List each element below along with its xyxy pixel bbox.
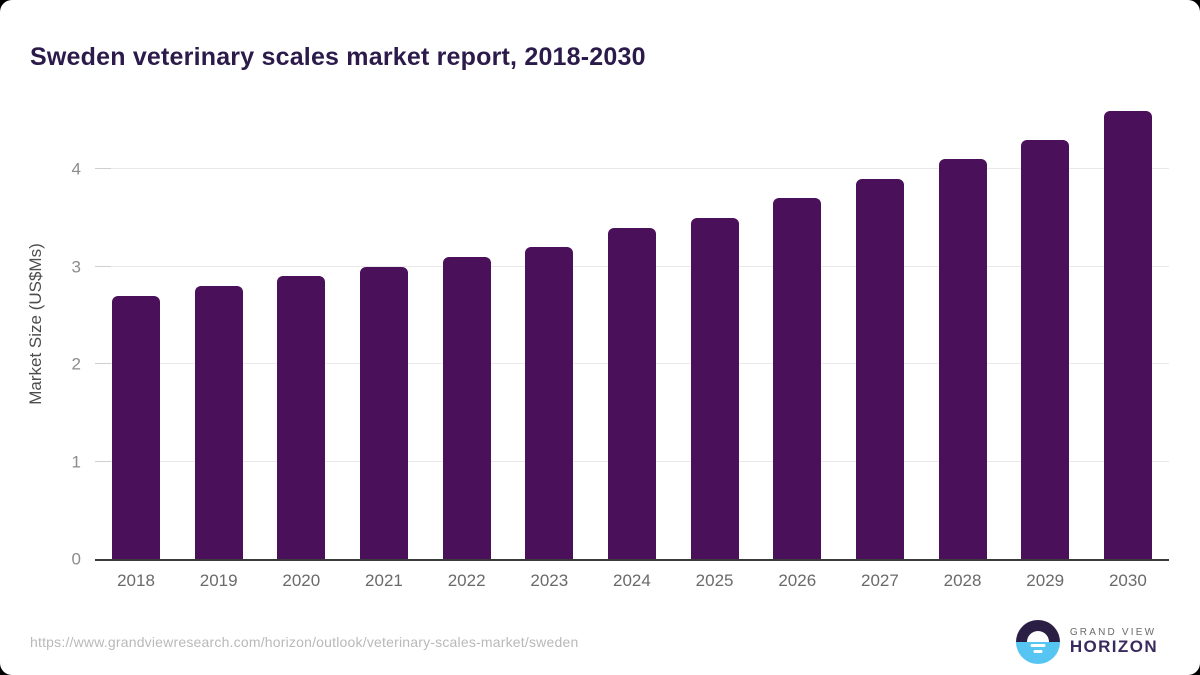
x-tick-label-2025: 2025 <box>695 571 734 590</box>
y-tick-label-2: 2 <box>71 354 81 374</box>
gridline-y-4 <box>95 168 1169 169</box>
sun-shape <box>1026 631 1049 642</box>
bar-2018[interactable] <box>112 295 160 559</box>
x-tick-label-2028: 2028 <box>943 571 982 590</box>
y-tick-mark <box>95 460 111 462</box>
bar-2019[interactable] <box>194 286 243 559</box>
y-tick-label-3: 3 <box>71 257 81 276</box>
x-tick-label-2019: 2019 <box>199 571 238 590</box>
y-tick-label-1: 1 <box>71 452 81 471</box>
x-tick-label-2027: 2027 <box>860 571 899 590</box>
y-tick-label-0: 0 <box>71 549 81 569</box>
bar-2020[interactable] <box>277 276 326 559</box>
sun-reflection-line-2 <box>1033 649 1043 653</box>
bar-2024[interactable] <box>607 227 656 559</box>
logo-text: GRAND VIEW HORIZON <box>1070 627 1158 657</box>
x-tick-label-2024: 2024 <box>613 571 651 590</box>
x-tick-label-2022: 2022 <box>447 571 486 590</box>
logo-horizon-label: HORIZON <box>1069 637 1158 657</box>
x-tick-label-2026: 2026 <box>778 571 817 590</box>
logo-grand-view-label: GRAND VIEW <box>1069 627 1157 639</box>
grand-view-horizon-logo[interactable]: GRAND VIEW HORIZON <box>1015 620 1158 664</box>
bar-2030[interactable] <box>1103 110 1152 559</box>
bar-2028[interactable] <box>938 159 987 559</box>
y-tick-mark <box>95 265 111 267</box>
bar-2026[interactable] <box>773 198 822 559</box>
x-tick-label-2029: 2029 <box>1026 571 1065 590</box>
x-tick-label-2021: 2021 <box>365 571 403 590</box>
horizon-sun-icon <box>1015 620 1060 664</box>
x-tick-label-2023: 2023 <box>530 571 569 590</box>
bar-2021[interactable] <box>359 266 408 559</box>
y-tick-mark <box>95 363 111 364</box>
bar-2029[interactable] <box>1021 139 1070 559</box>
chart-title: Sweden veterinary scales market report, … <box>30 42 646 71</box>
y-tick-label-4: 4 <box>71 159 81 179</box>
bars-layer <box>95 91 1169 559</box>
x-tick-label-2020: 2020 <box>282 571 321 590</box>
y-axis-label: Market Size (US$Ms) <box>26 243 45 405</box>
bar-2027[interactable] <box>855 178 904 559</box>
sun-reflection-line-1 <box>1030 643 1046 647</box>
x-tick-label-2018: 2018 <box>117 571 155 590</box>
x-axis-labels: 2018 2019 2020 2021 2022 2023 2024 2025 2026 2027… <box>95 571 1169 591</box>
y-tick-mark <box>95 168 111 169</box>
bar-2023[interactable] <box>525 247 574 559</box>
bar-2025[interactable] <box>690 217 739 559</box>
bar-2022[interactable] <box>442 256 491 559</box>
source-url: https://www.grandviewresearch.com/horizo… <box>30 634 579 650</box>
x-tick-label-2030: 2030 <box>1108 571 1147 590</box>
